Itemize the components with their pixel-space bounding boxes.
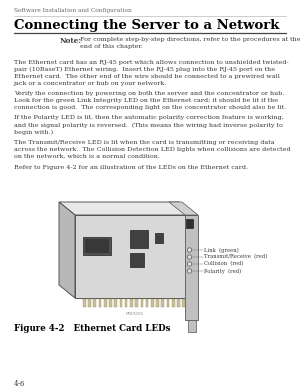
Bar bbox=[85, 239, 109, 253]
Text: Figure 4-2   Ethernet Card LEDs: Figure 4-2 Ethernet Card LEDs bbox=[14, 324, 170, 333]
Text: Note:: Note: bbox=[60, 37, 82, 45]
Bar bbox=[156, 299, 159, 307]
Polygon shape bbox=[75, 215, 195, 298]
Polygon shape bbox=[59, 202, 75, 298]
Bar bbox=[151, 299, 154, 307]
Bar bbox=[130, 299, 133, 307]
Bar bbox=[125, 299, 128, 307]
Text: Software Installation and Configuration: Software Installation and Configuration bbox=[14, 8, 132, 13]
Text: Refer to Figure 4-2 for an illustration of the LEDs on the Ethernet card.: Refer to Figure 4-2 for an illustration … bbox=[14, 165, 248, 170]
Bar bbox=[130, 230, 148, 248]
Text: For complete step-by-step directions, refer to the procedures at the
end of this: For complete step-by-step directions, re… bbox=[80, 37, 300, 49]
Circle shape bbox=[187, 248, 192, 252]
Text: PW0201: PW0201 bbox=[126, 312, 144, 316]
Bar bbox=[120, 299, 122, 307]
Bar bbox=[186, 219, 193, 228]
Circle shape bbox=[187, 269, 192, 273]
Polygon shape bbox=[59, 202, 195, 215]
Bar bbox=[140, 299, 143, 307]
Text: Connecting the Server to a Network: Connecting the Server to a Network bbox=[14, 19, 279, 32]
Bar bbox=[135, 299, 138, 307]
Bar bbox=[88, 299, 91, 307]
Polygon shape bbox=[185, 215, 198, 320]
Text: Polarity  (red): Polarity (red) bbox=[204, 268, 241, 274]
Text: Verify the connection by powering on both the server and the concentrator or hub: Verify the connection by powering on bot… bbox=[14, 91, 286, 110]
Bar bbox=[104, 299, 106, 307]
Circle shape bbox=[187, 262, 192, 266]
Bar bbox=[94, 299, 96, 307]
Text: Link  (green): Link (green) bbox=[204, 248, 239, 253]
Bar bbox=[182, 299, 185, 307]
Bar bbox=[177, 299, 180, 307]
Circle shape bbox=[187, 255, 192, 259]
Bar bbox=[109, 299, 112, 307]
Bar bbox=[83, 299, 86, 307]
Text: Transmit/Receive  (red): Transmit/Receive (red) bbox=[204, 255, 267, 260]
Text: If the Polarity LED is lit, then the automatic polarity correction feature is wo: If the Polarity LED is lit, then the aut… bbox=[14, 116, 284, 135]
Bar bbox=[130, 253, 144, 267]
Bar bbox=[172, 299, 175, 307]
Bar bbox=[114, 299, 117, 307]
Text: The Transmit/Receive LED is lit when the card is transmitting or receiving data
: The Transmit/Receive LED is lit when the… bbox=[14, 140, 291, 159]
Text: Collision  (red): Collision (red) bbox=[204, 262, 244, 267]
Text: 4-6: 4-6 bbox=[14, 380, 26, 388]
Text: The Ethernet card has an RJ-45 port which allows connection to unshielded twiste: The Ethernet card has an RJ-45 port whic… bbox=[14, 60, 289, 87]
Bar bbox=[146, 299, 148, 307]
Bar bbox=[83, 237, 111, 255]
Bar bbox=[161, 299, 164, 307]
Bar bbox=[188, 320, 196, 332]
Bar bbox=[167, 299, 169, 307]
Bar bbox=[99, 299, 101, 307]
Polygon shape bbox=[169, 202, 198, 215]
Bar bbox=[155, 233, 163, 243]
